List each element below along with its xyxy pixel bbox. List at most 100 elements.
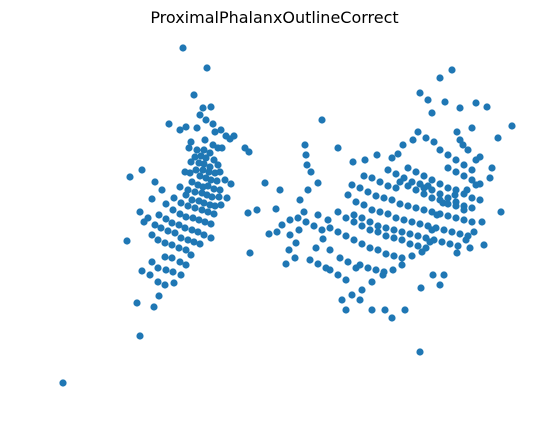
data-point [472,156,480,164]
data-point [401,306,409,314]
data-point [161,239,169,247]
data-point [168,241,176,249]
data-point [414,242,422,250]
data-point [409,136,417,144]
data-point [148,258,156,266]
data-point [399,141,407,149]
data-point [216,168,224,176]
data-point [390,226,398,234]
data-point [191,204,199,212]
data-point [460,161,468,169]
data-point [136,332,144,340]
data-point [422,134,430,142]
data-point [207,176,215,184]
data-point [448,66,456,74]
data-point [358,214,366,222]
data-point [468,176,476,184]
data-point [154,264,162,272]
data-point [374,228,382,236]
data-point [408,178,416,186]
data-point [182,246,190,254]
data-point [424,96,432,104]
data-point [162,215,170,223]
data-point [424,222,432,230]
data-point [398,254,406,262]
data-point [148,231,156,239]
data-point [301,141,309,149]
data-point [468,218,476,226]
data-point [400,216,408,224]
data-point [192,166,200,174]
data-point [460,216,468,224]
data-point [218,144,226,152]
data-point [394,150,402,158]
data-point [462,236,470,244]
data-point [175,221,183,229]
data-point [296,196,304,204]
data-point [404,202,412,210]
data-point [162,200,170,208]
data-point [324,216,332,224]
data-point [368,174,376,182]
data-point [416,180,424,188]
data-point [211,202,219,210]
data-point [162,266,170,274]
data-point [360,172,368,180]
data-point [342,214,350,222]
data-point [376,208,384,216]
data-point [182,123,190,131]
data-point [428,109,436,117]
data-point [302,151,310,159]
data-point [429,271,437,279]
data-point [382,232,390,240]
data-point [187,251,195,259]
data-point [282,260,290,268]
data-point [276,186,284,194]
data-point [200,231,208,239]
data-point [155,292,163,300]
data-point [292,239,300,247]
data-point [358,240,366,248]
data-point [334,228,342,236]
data-point [227,180,235,188]
data-point [476,196,484,204]
data-point [350,236,358,244]
data-point [314,211,322,219]
data-point [302,218,310,226]
data-point [350,211,358,219]
data-point [392,214,400,222]
data-point [456,230,464,238]
data-point [384,166,392,174]
data-point [368,306,376,314]
data-point [154,278,162,286]
data-point [468,204,476,212]
data-point [436,196,444,204]
data-point [199,166,207,174]
data-point [352,198,360,206]
data-point [396,200,404,208]
data-point [278,221,286,229]
data-point [176,126,184,134]
data-point [314,179,322,187]
data-point [138,166,146,174]
data-point [221,176,229,184]
data-point [374,222,382,230]
data-point [182,191,190,199]
data-point [364,264,372,272]
data-point [390,252,398,260]
data-point [322,264,330,272]
data-point [349,158,357,166]
data-point [440,271,448,279]
data-point [508,122,516,130]
data-point [177,234,185,242]
data-point [342,306,350,314]
data-point [452,156,460,164]
data-point [196,240,204,248]
data-point [193,124,201,132]
data-point [181,224,189,232]
data-point [314,260,322,268]
data-point [336,254,344,262]
data-point [460,206,468,214]
data-point [203,64,211,72]
